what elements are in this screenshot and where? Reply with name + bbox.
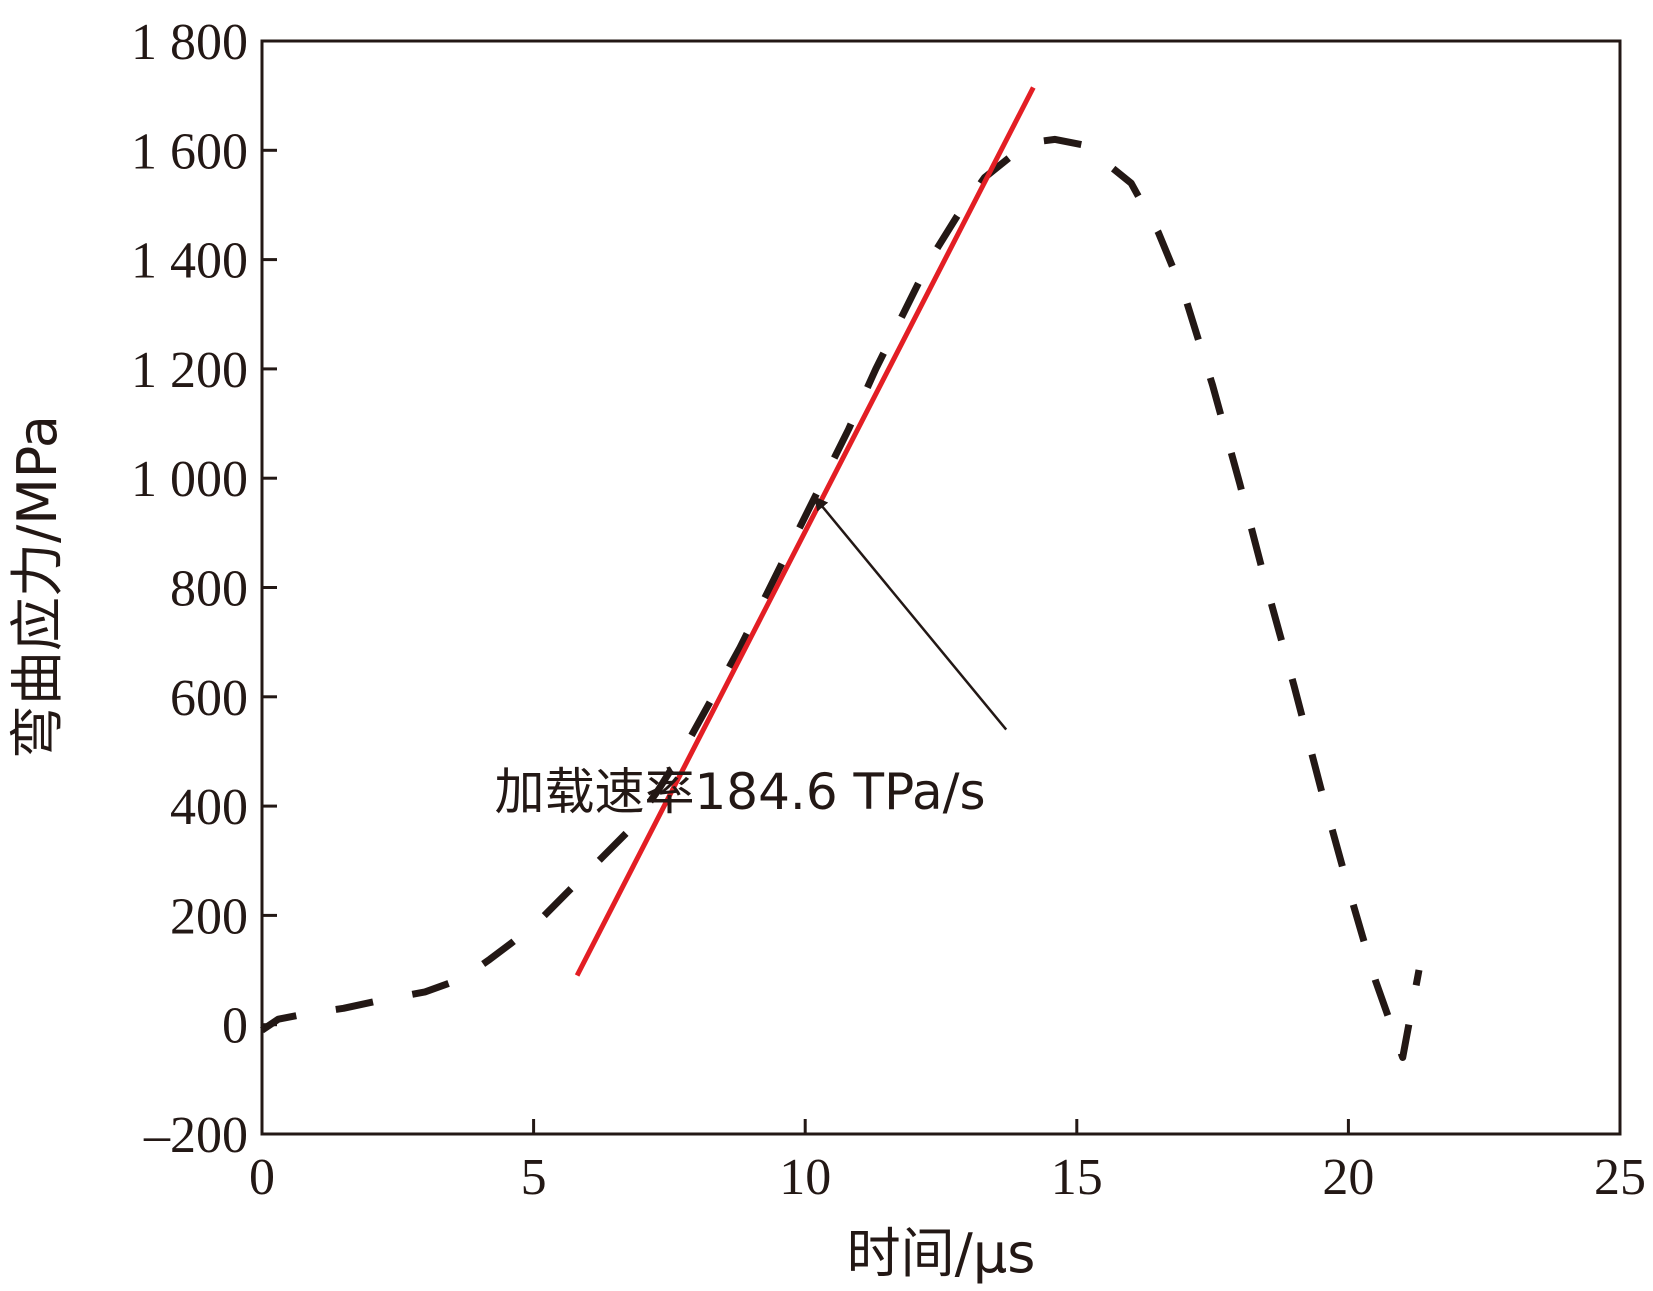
y-tick-label: 1 400: [131, 233, 248, 290]
y-tick-label: 1 000: [131, 451, 248, 508]
x-axis: 0 5 10 15 20 25: [249, 1119, 1646, 1206]
series-line-stress: [260, 135, 1423, 1061]
x-tick-label: 25: [1594, 1149, 1646, 1206]
x-tick-label: 5: [521, 1149, 547, 1206]
annotation: 加载速率184.6 TPa/s: [495, 496, 1008, 821]
y-tick-label: 200: [170, 888, 248, 945]
x-axis-title: 时间/μs: [847, 1222, 1036, 1285]
x-tick-label: 10: [779, 1149, 831, 1206]
y-tick-label: 1 200: [131, 342, 248, 399]
y-tick-label: 400: [170, 779, 248, 836]
y-axis: –200 0 200 400 600 800 1 000 1 200 1 400 1 600 1 8…: [131, 14, 277, 1164]
y-tick-label: 0: [222, 998, 248, 1055]
annotation-arrow: [813, 496, 1008, 731]
y-axis-title: 弯曲应力/MPa: [6, 415, 69, 759]
y-tick-label: 1 600: [131, 123, 248, 180]
y-tick-label: –200: [143, 1107, 248, 1164]
y-tick-label: 800: [170, 561, 248, 618]
x-tick-label: 15: [1051, 1149, 1103, 1206]
plot-area: [260, 86, 1423, 1061]
x-tick-label: 0: [249, 1149, 275, 1206]
x-tick-label: 20: [1322, 1149, 1374, 1206]
annotation-label: 加载速率184.6 TPa/s: [495, 763, 986, 821]
y-tick-label: 600: [170, 670, 248, 727]
series-line-fit: [574, 86, 1036, 977]
y-tick-label: 1 800: [131, 14, 248, 71]
